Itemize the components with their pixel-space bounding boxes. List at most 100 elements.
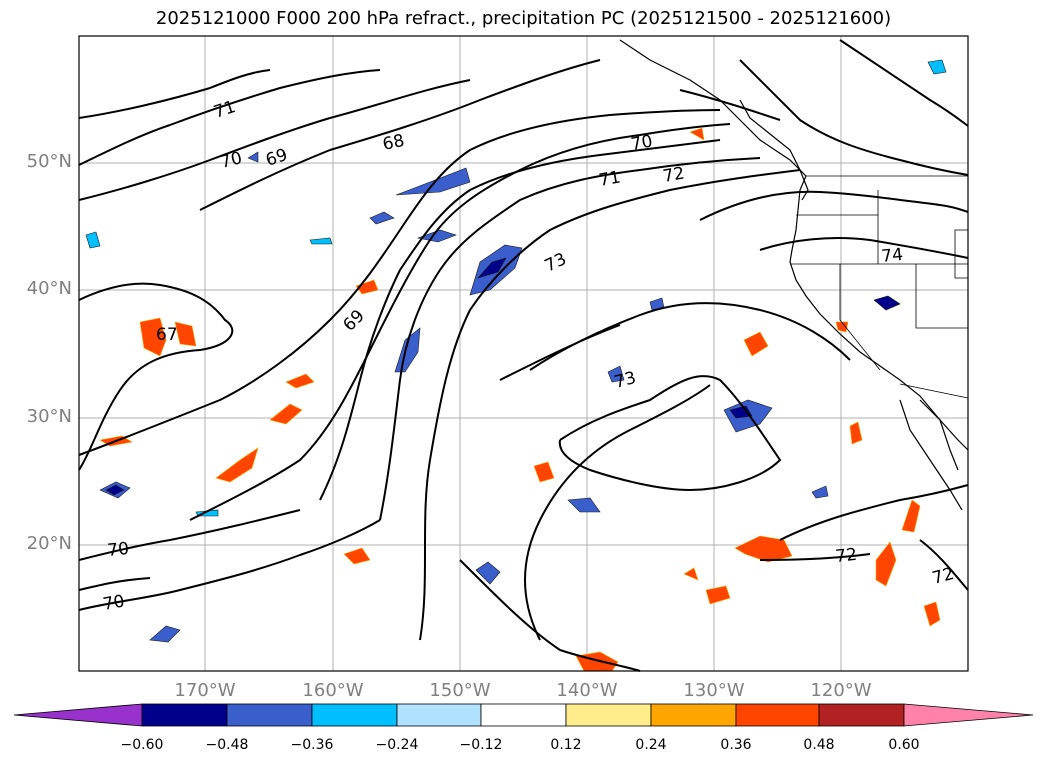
shade-blue [927, 59, 947, 75]
contour-line [499, 324, 621, 381]
shade-red [689, 127, 705, 141]
colorbar-swatch [565, 703, 652, 727]
refractivity-contours [78, 39, 969, 672]
colorbar-swatch [735, 703, 820, 727]
shade-red [139, 317, 167, 357]
colorbar-tick-label: 0.24 [635, 737, 667, 753]
contour-label: 72 [930, 564, 956, 589]
lon-label: 130°W [683, 680, 745, 701]
colorbar-tick-label: −0.36 [290, 737, 334, 753]
contour-label: 70 [106, 539, 130, 561]
coastline-us-west [789, 175, 969, 451]
contour-label: 71 [211, 97, 238, 123]
contour-label: 74 [880, 245, 904, 267]
contour-line [459, 559, 641, 672]
colorbar-swatch-over [903, 703, 1034, 727]
contour-line [319, 139, 721, 501]
border-us-mexico [899, 383, 969, 399]
lon-label: 150°W [429, 680, 491, 701]
contour-line [78, 519, 381, 611]
colorbar-tick-label: −0.12 [459, 737, 503, 753]
shade-blue [567, 497, 601, 513]
political-borders [790, 175, 969, 399]
colorbar-swatch [226, 703, 313, 727]
coastline-baja [899, 399, 963, 511]
coastline-bc [739, 99, 809, 201]
shade-blue [394, 327, 421, 373]
lat-label: 50°N [26, 151, 72, 172]
colorbar-swatch [818, 703, 905, 727]
border-state-6 [954, 229, 969, 279]
shade-blue [369, 211, 395, 225]
contour-line [189, 123, 731, 521]
colorbar-swatch [141, 703, 228, 727]
contour-label: 70 [629, 131, 654, 154]
contour-label: 69 [263, 145, 290, 171]
shade-navy [729, 405, 753, 419]
contour-line [558, 375, 782, 492]
contour-line [739, 59, 969, 176]
contour-line [839, 39, 969, 127]
shade-red [901, 499, 921, 533]
contour-line [759, 237, 969, 259]
contour-line [779, 484, 969, 541]
colorbar-tick-label: −0.60 [120, 737, 164, 753]
shade-red [875, 541, 897, 587]
shade-red [575, 651, 619, 672]
border-state-4 [915, 264, 968, 329]
graticule [79, 36, 968, 671]
contour-label: 73 [542, 249, 570, 276]
contour-line [78, 69, 381, 166]
shade-red [683, 567, 699, 581]
colorbar-tick-label: 0.48 [803, 737, 835, 753]
contour-line [78, 109, 721, 456]
coastline-mexico [919, 399, 959, 471]
colorbar-swatch [480, 703, 567, 727]
shade-red [533, 461, 555, 483]
contour-line [699, 190, 969, 221]
shade-blue [873, 295, 901, 311]
colorbar-swatch [311, 703, 398, 727]
lat-label: 40°N [26, 278, 72, 299]
shade-navy [105, 484, 125, 496]
contour-label: 70 [218, 148, 244, 173]
coastline-alaska [619, 39, 807, 177]
contour-line [419, 169, 801, 641]
map-frame [78, 35, 969, 672]
colorbar-swatch [650, 703, 737, 727]
contour-line [78, 577, 151, 591]
contour-line [679, 89, 781, 121]
shade-red [835, 321, 849, 333]
contour-label: 72 [661, 163, 686, 186]
contour-label: 73 [612, 368, 638, 393]
shade-red [174, 321, 197, 347]
shade-blue [247, 151, 259, 163]
colorbar-swatch [396, 703, 482, 727]
shade-blue [149, 625, 181, 643]
lat-label: 30°N [26, 406, 72, 427]
shade-blue [395, 167, 471, 196]
colorbar-tick-label: 0.60 [888, 737, 920, 753]
contour-line [78, 282, 234, 471]
shade-blue [416, 229, 457, 243]
lon-label: 160°W [302, 680, 364, 701]
shade-red [923, 601, 941, 627]
shade-blue [475, 561, 501, 585]
contour-label: 67 [156, 325, 178, 345]
lat-label: 20°N [26, 533, 72, 554]
shade-blue [85, 231, 101, 249]
lon-label: 140°W [556, 680, 618, 701]
contour-line [379, 157, 761, 521]
contour-line [759, 553, 871, 561]
border-state-5 [839, 264, 881, 371]
contour-label: 70 [101, 591, 126, 614]
shade-blue [607, 365, 625, 383]
shade-red [705, 585, 731, 605]
shade-blue [309, 237, 333, 245]
plot-title: 2025121000 F000 200 hPa refract., precip… [155, 8, 892, 29]
colorbar-tick-label: −0.48 [205, 737, 249, 753]
contour-line [919, 539, 969, 591]
colorbar-tick-label: 0.12 [550, 737, 582, 753]
colorbar [13, 703, 1034, 727]
